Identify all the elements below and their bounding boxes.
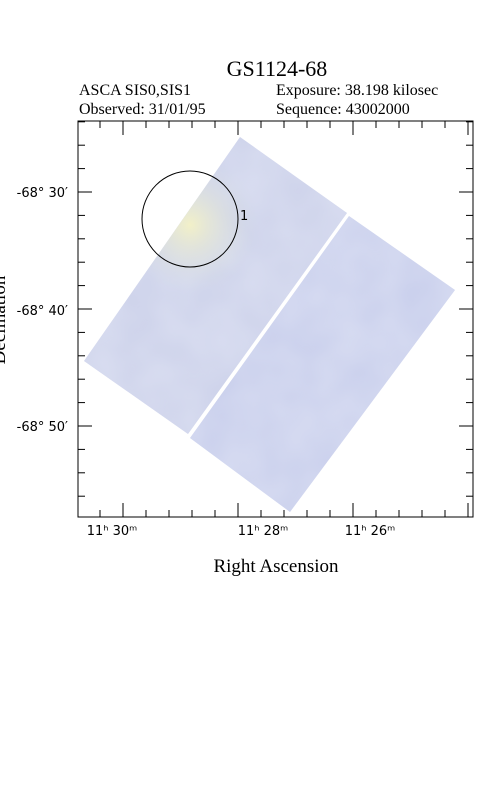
source-label: 1: [240, 209, 248, 224]
x-tick-label: 11ʰ 30ᵐ: [87, 524, 138, 539]
y-tick-label: -68° 30′: [17, 186, 68, 201]
title: GS1124-68: [227, 56, 328, 81]
x-tick-label: 11ʰ 28ᵐ: [238, 524, 289, 539]
x-axis-label: Right Ascension: [213, 556, 339, 577]
sequence: Sequence: 43002000: [276, 101, 410, 118]
y-tick-label: -68° 40′: [17, 304, 68, 319]
texture: [190, 216, 455, 512]
ticks: [78, 121, 473, 517]
frame: [77, 120, 474, 518]
glow: [84, 137, 347, 434]
y-tick-label: -68° 50′: [17, 420, 68, 435]
instrument: ASCA SIS0,SIS1: [79, 82, 191, 99]
exposure: Exposure: 38.198 kilosec: [276, 82, 438, 99]
observed: Observed: 31/01/95: [79, 101, 206, 118]
x-tick-label: 11ʰ 26ᵐ: [345, 524, 396, 539]
source-region: [141, 170, 239, 268]
image: [84, 137, 455, 512]
y-axis-label: Declination: [0, 275, 10, 364]
